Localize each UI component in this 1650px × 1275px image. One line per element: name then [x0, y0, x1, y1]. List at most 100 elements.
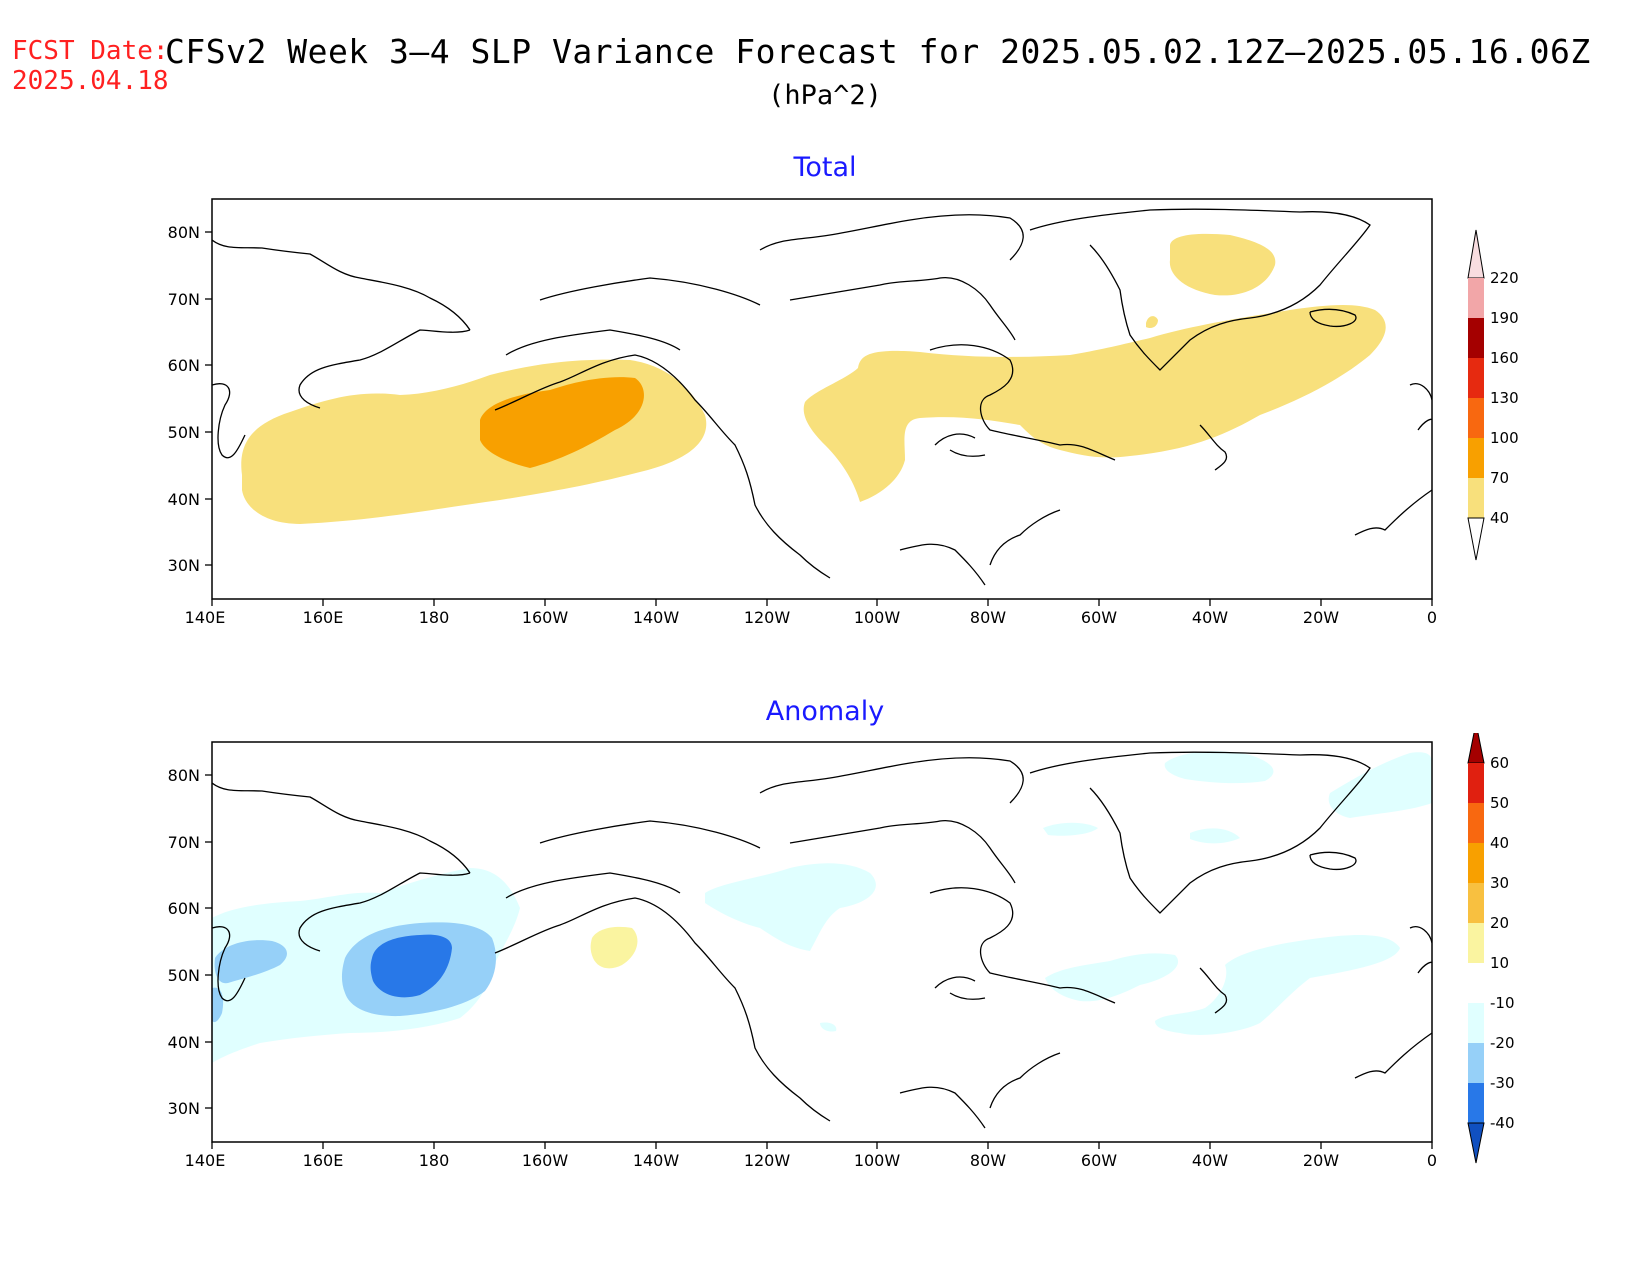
- lon-label-160w: 160W: [522, 1151, 569, 1170]
- lon-label-120w: 120W: [744, 608, 791, 627]
- colorbar-total-bin-190-220: [1468, 278, 1484, 318]
- lat-label-70n: 70N: [168, 290, 200, 309]
- cb-total-40: 40: [1490, 509, 1509, 527]
- shade-total-40-atlantic: [803, 305, 1386, 502]
- map-frame-total: [211, 198, 1433, 600]
- shade-anom-10-eatlantic: [1155, 935, 1400, 1035]
- lon-label-20w: 20W: [1303, 608, 1339, 627]
- coastlines-anomaly: [212, 751, 1432, 1129]
- colorbar-anom-bin-neg40-neg30: [1468, 1083, 1484, 1123]
- lon-label-140w: 140W: [633, 1151, 680, 1170]
- shade-anom-10-arctic2: [1190, 828, 1240, 844]
- lat-label-40n: 40N: [168, 1033, 200, 1052]
- shade-anom-10-alaska: [705, 863, 876, 951]
- page-title: CFSv2 Week 3–4 SLP Variance Forecast for…: [165, 32, 1591, 71]
- lon-label-120w: 120W: [744, 1151, 791, 1170]
- lon-label-180: 180: [419, 608, 450, 627]
- shade-anom-20-kam: [214, 940, 287, 984]
- shade-anom-10-baja: [820, 1022, 837, 1032]
- colorbar-total-bin-40-70: [1468, 478, 1484, 518]
- cb-total-160: 160: [1490, 349, 1519, 367]
- colorbar-total-bin-70-100: [1468, 438, 1484, 478]
- colorbar-anom-bin-10-20: [1468, 923, 1484, 963]
- lon-label-160w: 160W: [522, 608, 569, 627]
- shade-total-70-pacific: [480, 377, 644, 468]
- lat-label-70n: 70N: [168, 833, 200, 852]
- colorbar-total: [1467, 229, 1485, 561]
- lat-label-80n: 80N: [168, 766, 200, 785]
- lon-ticks-total: [211, 599, 1433, 606]
- lon-ticks-anomaly: [211, 1142, 1433, 1149]
- shade-anom-10-greenland: [1164, 751, 1274, 784]
- lon-label-80w: 80W: [970, 1151, 1006, 1170]
- lon-label-140e: 140E: [185, 1151, 226, 1170]
- fcst-date-label: FCST Date:: [12, 36, 169, 66]
- lat-label-30n: 30N: [168, 1099, 200, 1118]
- panel-title-anomaly: Anomaly: [765, 696, 885, 727]
- cb-total-70: 70: [1490, 469, 1509, 487]
- colorbar-anom-top-tip: [1467, 733, 1485, 764]
- map-total: 80N 70N 60N 50N 40N 30N 140E 160E 180 16…: [168, 198, 1519, 627]
- colorbar-total-bin-100-130: [1468, 398, 1484, 438]
- cb-anom-neg20: -20: [1490, 1034, 1515, 1052]
- colorbar-anomaly: [1467, 733, 1485, 1164]
- shade-anom-10-atlantic: [1045, 953, 1179, 1002]
- lon-label-60w: 60W: [1081, 608, 1117, 627]
- map-frame-anomaly: [211, 741, 1433, 1143]
- cb-anom-30: 30: [1490, 874, 1509, 892]
- lon-label-140e: 140E: [185, 608, 226, 627]
- shade-anom-pos10: [590, 926, 638, 969]
- lon-label-20w: 20W: [1303, 1151, 1339, 1170]
- shade-total-40-greenland: [1169, 233, 1276, 296]
- colorbar-anom-bin-30-40: [1468, 843, 1484, 883]
- colorbar-total-bottom-tip: [1467, 517, 1485, 561]
- lon-label-140w: 140W: [633, 608, 680, 627]
- lat-ticks-anomaly: [205, 774, 212, 1109]
- lat-label-80n: 80N: [168, 223, 200, 242]
- cb-total-220: 220: [1490, 269, 1519, 287]
- lon-label-100w: 100W: [854, 608, 901, 627]
- cb-anom-neg40: -40: [1490, 1114, 1515, 1132]
- coastlines-total: [212, 208, 1432, 586]
- cb-total-130: 130: [1490, 389, 1519, 407]
- shade-anom-10-east: [1328, 752, 1432, 818]
- lon-label-160e: 160E: [303, 608, 344, 627]
- lat-label-60n: 60N: [168, 356, 200, 375]
- lat-label-50n: 50N: [168, 966, 200, 985]
- colorbar-anom-bottom-tip: [1467, 1122, 1485, 1164]
- panel-title-total: Total: [793, 152, 857, 183]
- lat-label-40n: 40N: [168, 490, 200, 509]
- lon-label-80w: 80W: [970, 608, 1006, 627]
- lon-label-180: 180: [419, 1151, 450, 1170]
- cb-total-190: 190: [1490, 309, 1519, 327]
- shade-anom-10-arctic: [1043, 822, 1098, 836]
- cb-anom-neg30: -30: [1490, 1074, 1515, 1092]
- colorbar-anom-bin-neg20-neg10: [1468, 1003, 1484, 1043]
- cb-anom-50: 50: [1490, 794, 1509, 812]
- colorbar-total-top-tip: [1467, 229, 1485, 279]
- lon-label-40w: 40W: [1192, 608, 1228, 627]
- colorbar-anom-bin-neg10-10: [1468, 963, 1484, 1003]
- colorbar-anom-bin-neg30-neg20: [1468, 1043, 1484, 1083]
- cb-anom-20: 20: [1490, 914, 1509, 932]
- lat-label-60n: 60N: [168, 899, 200, 918]
- lon-label-40w: 40W: [1192, 1151, 1228, 1170]
- lat-ticks-total: [205, 231, 212, 566]
- lon-label-160e: 160E: [303, 1151, 344, 1170]
- cb-total-100: 100: [1490, 429, 1519, 447]
- colorbar-total-bin-130-160: [1468, 358, 1484, 398]
- lon-label-0: 0: [1427, 608, 1437, 627]
- shade-anom-30-pacific: [370, 934, 452, 998]
- cb-anom-60: 60: [1490, 754, 1509, 772]
- colorbar-anom-bin-20-30: [1468, 883, 1484, 923]
- units-label: (hPa^2): [768, 80, 882, 111]
- colorbar-total-bin-160-190: [1468, 318, 1484, 358]
- cb-anom-neg10: -10: [1490, 994, 1515, 1012]
- lon-label-60w: 60W: [1081, 1151, 1117, 1170]
- lon-label-100w: 100W: [854, 1151, 901, 1170]
- colorbar-anom-bin-40-50: [1468, 803, 1484, 843]
- lat-label-30n: 30N: [168, 556, 200, 575]
- map-anomaly: 80N 70N 60N 50N 40N 30N 140E 160E 180 16…: [168, 733, 1515, 1170]
- lat-label-50n: 50N: [168, 423, 200, 442]
- cb-anom-10: 10: [1490, 954, 1509, 972]
